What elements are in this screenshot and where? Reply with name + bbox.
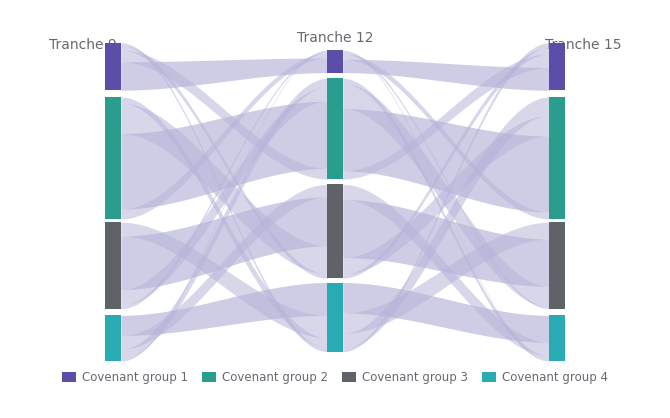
- Text: Tranche 12: Tranche 12: [297, 31, 373, 45]
- Bar: [327, 78, 343, 179]
- Bar: [105, 43, 121, 90]
- Bar: [327, 184, 343, 278]
- Bar: [549, 222, 565, 308]
- Bar: [549, 43, 565, 90]
- Bar: [105, 97, 121, 219]
- Text: Tranche 9: Tranche 9: [49, 38, 117, 52]
- Bar: [327, 50, 343, 73]
- Bar: [549, 97, 565, 219]
- Bar: [105, 222, 121, 308]
- Text: Tranche 15: Tranche 15: [545, 38, 621, 52]
- Legend: Covenant group 1, Covenant group 2, Covenant group 3, Covenant group 4: Covenant group 1, Covenant group 2, Cove…: [57, 367, 613, 389]
- Bar: [105, 315, 121, 361]
- Bar: [327, 283, 343, 352]
- Bar: [549, 315, 565, 361]
